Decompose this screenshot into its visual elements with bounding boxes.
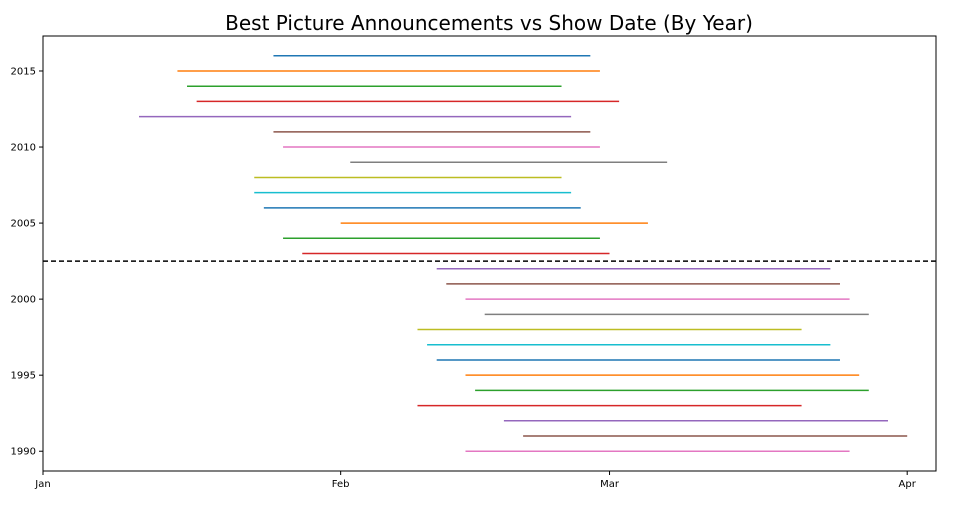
- x-tick-label: Mar: [600, 479, 620, 490]
- series-lines: [139, 55, 908, 452]
- x-tick-label: Jan: [34, 479, 50, 490]
- y-axis: 1990 1995 2000 2005 2010 2015: [11, 66, 43, 458]
- x-tick-label: Apr: [899, 479, 917, 490]
- chart-title: Best Picture Announcements vs Show Date …: [225, 11, 753, 35]
- y-tick-label: 2010: [11, 143, 36, 154]
- y-tick-label: 2000: [11, 295, 36, 306]
- x-axis: Jan Feb Mar Apr: [34, 471, 917, 490]
- x-tick-label: Feb: [332, 479, 350, 490]
- y-tick-label: 2005: [11, 219, 36, 230]
- y-tick-label: 1990: [11, 447, 36, 458]
- y-tick-label: 1995: [11, 371, 36, 382]
- y-tick-label: 2015: [11, 66, 36, 77]
- plot-frame: [42, 35, 937, 472]
